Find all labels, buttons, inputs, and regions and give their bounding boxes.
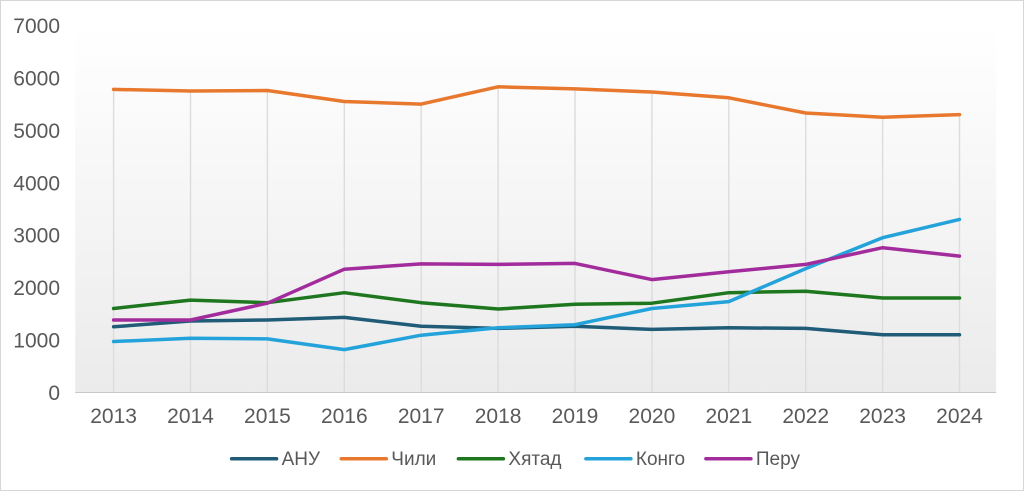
svg-text:2016: 2016 [321, 405, 368, 428]
svg-text:1000: 1000 [13, 330, 60, 353]
svg-text:2014: 2014 [167, 405, 214, 428]
svg-text:Конго: Конго [636, 449, 685, 470]
svg-text:2015: 2015 [244, 405, 291, 428]
svg-text:2020: 2020 [629, 405, 676, 428]
svg-text:2022: 2022 [782, 405, 829, 428]
svg-text:2021: 2021 [705, 405, 752, 428]
svg-text:7000: 7000 [13, 15, 60, 38]
svg-text:5000: 5000 [13, 120, 60, 143]
svg-text:2018: 2018 [475, 405, 522, 428]
svg-text:Хятад: Хятад [508, 449, 561, 470]
svg-text:4000: 4000 [13, 172, 60, 195]
svg-text:2000: 2000 [13, 277, 60, 300]
svg-text:2024: 2024 [936, 405, 983, 428]
svg-text:АНУ: АНУ [282, 449, 321, 470]
svg-text:6000: 6000 [13, 68, 60, 91]
svg-text:0: 0 [48, 382, 60, 405]
svg-text:2023: 2023 [859, 405, 906, 428]
svg-text:2013: 2013 [90, 405, 137, 428]
svg-text:3000: 3000 [13, 225, 60, 248]
svg-text:2017: 2017 [398, 405, 445, 428]
svg-text:2019: 2019 [552, 405, 599, 428]
svg-text:Чили: Чили [391, 449, 436, 470]
svg-text:Перу: Перу [756, 449, 801, 470]
